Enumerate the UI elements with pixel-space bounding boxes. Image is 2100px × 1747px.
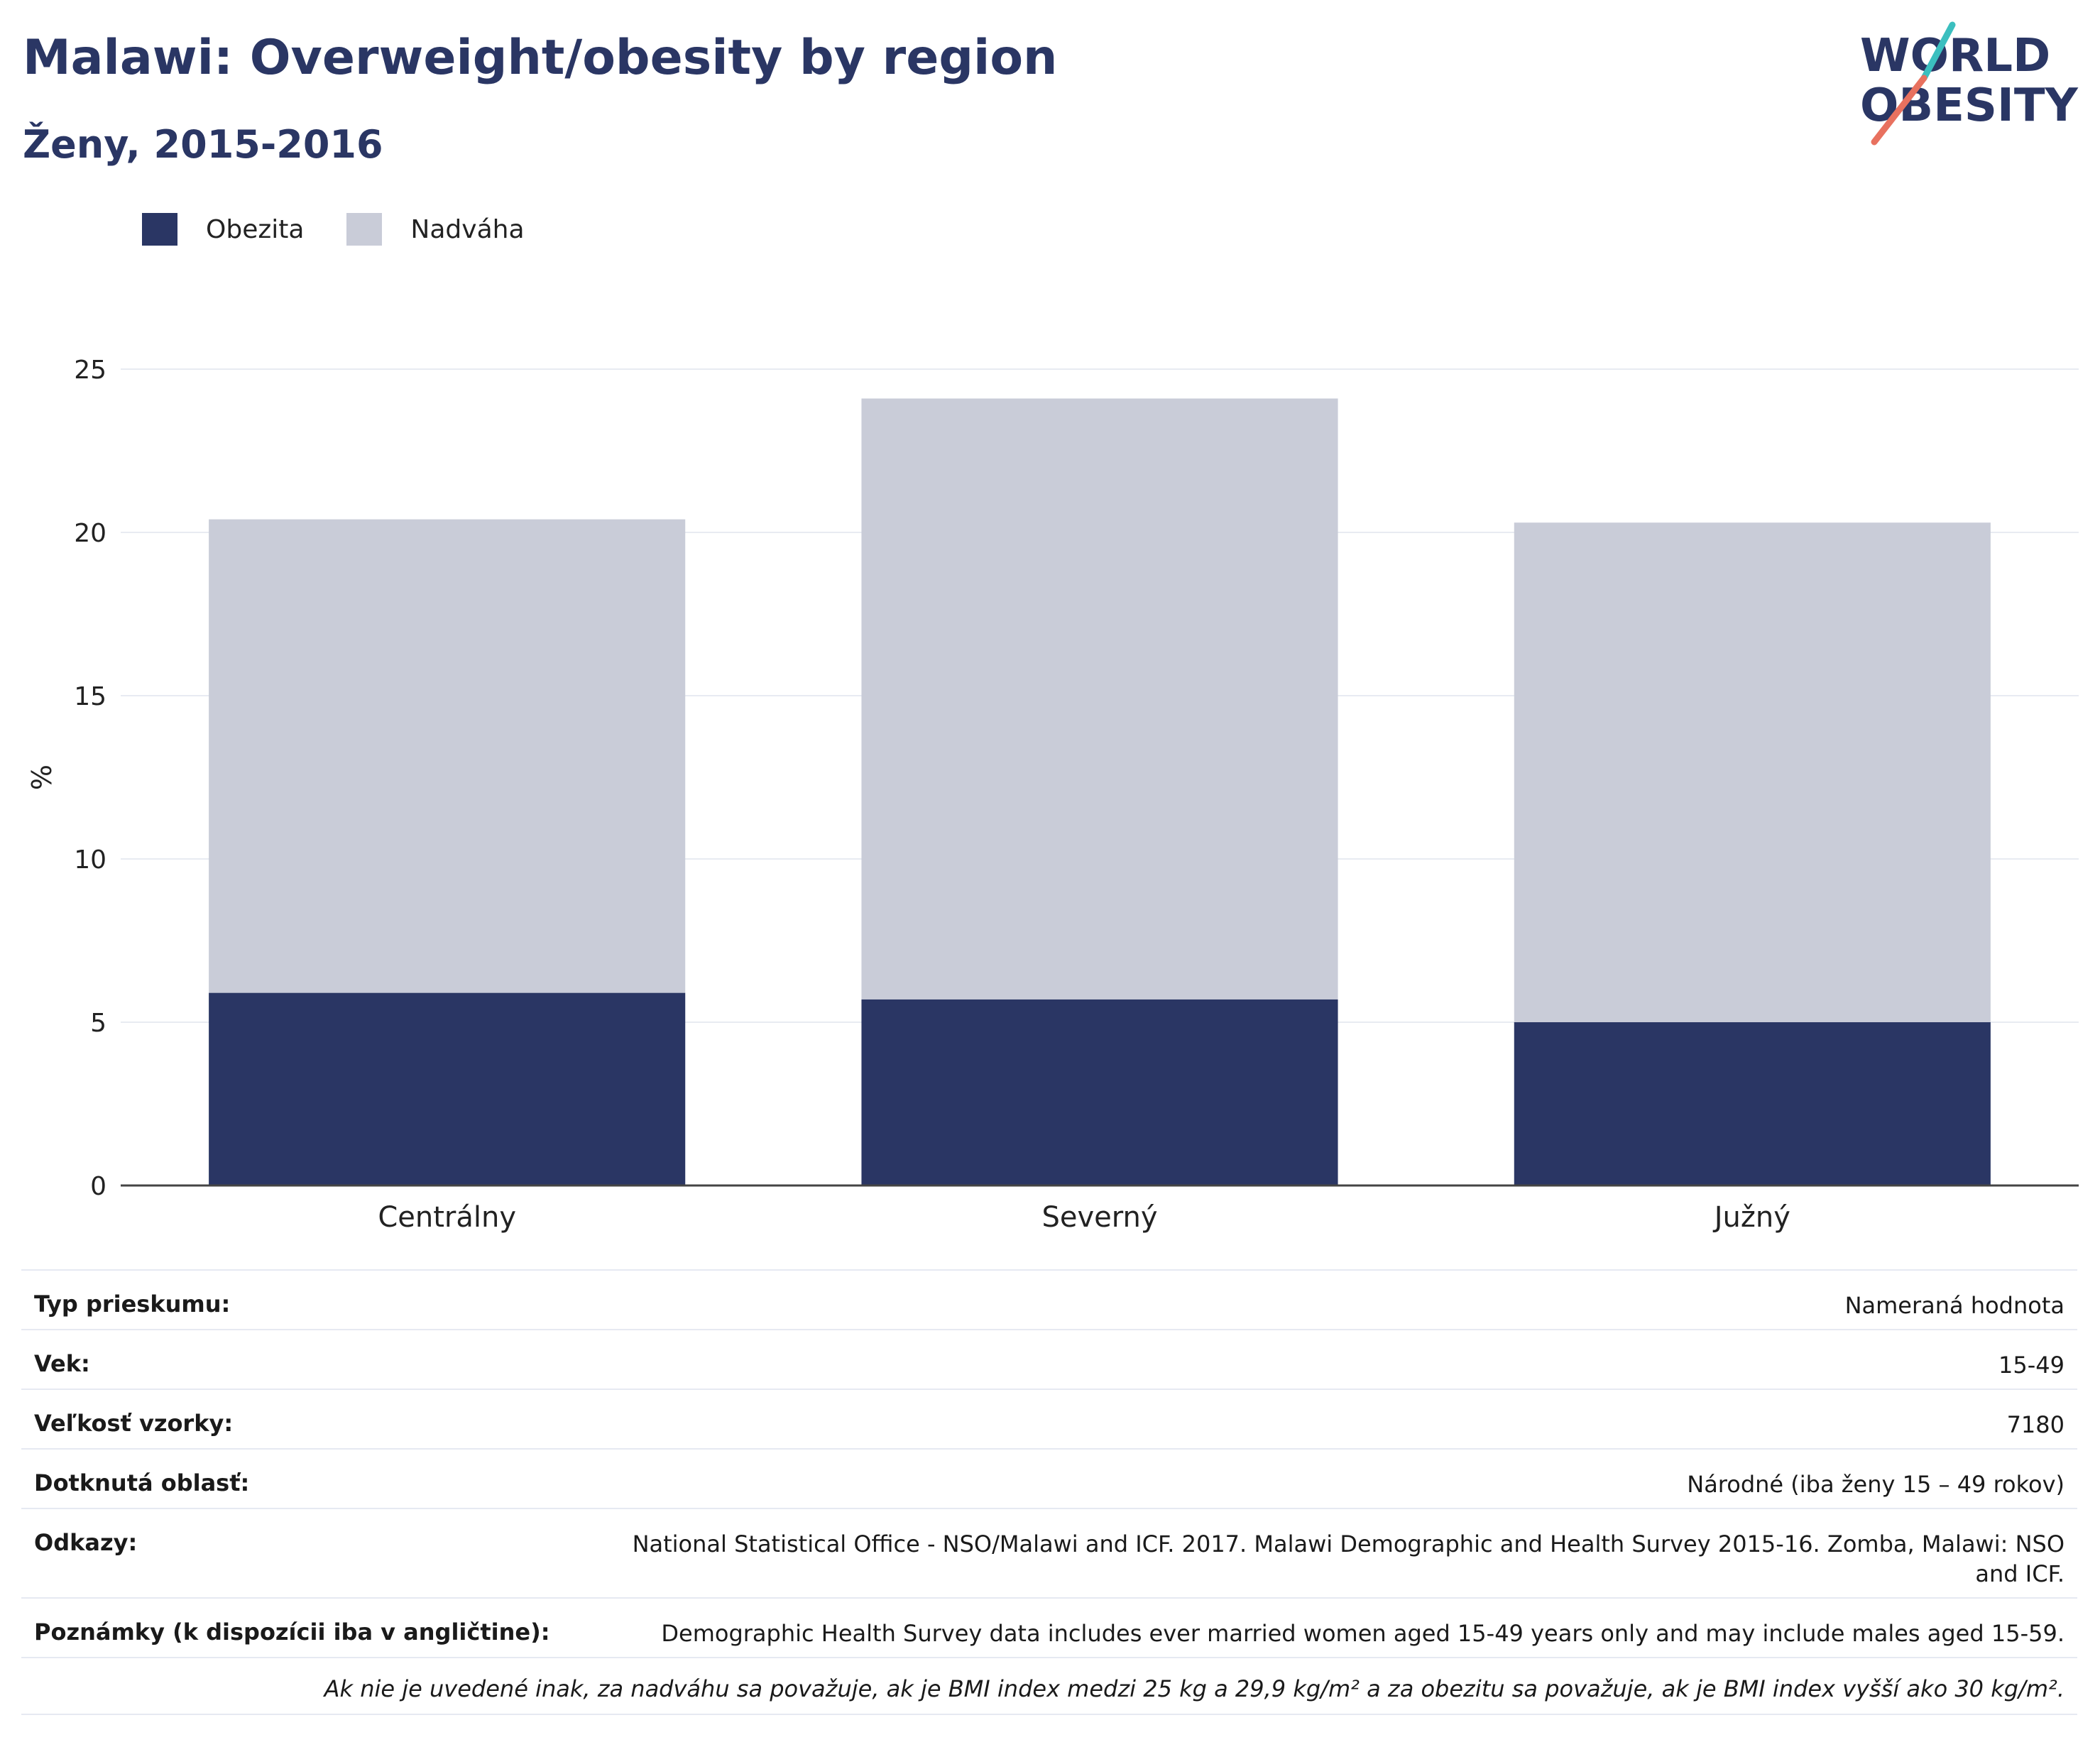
table-row-age: Vek: 15-49 [21, 1329, 2077, 1389]
table-row-sample-size: Veľkosť vzorky: 7180 [21, 1389, 2077, 1448]
row-value: Národné (iba ženy 15 – 49 rokov) [1687, 1471, 2065, 1498]
row-value: National Statistical Office - NSO/Malawi… [632, 1530, 2065, 1587]
logo-slash-coral [1871, 75, 1927, 146]
logo-text-obesity: OBESITY [1860, 80, 2078, 132]
legend-swatch-overweight [346, 213, 383, 246]
legend-item-obesity[interactable]: Obezita [142, 213, 304, 246]
legend-label-obesity: Obezita [206, 214, 305, 244]
x-tick-label: Severný [1041, 1201, 1157, 1234]
table-row-area: Dotknutá oblasť: Národné (iba ženy 15 – … [21, 1448, 2077, 1508]
table-row-references: Odkazy: National Statistical Office - NS… [21, 1508, 2077, 1597]
y-tick-label: 15 [74, 682, 106, 711]
y-tick-label: 25 [74, 356, 106, 385]
legend-label-overweight: Nadváha [410, 214, 525, 244]
x-tick-label: Centrálny [378, 1201, 516, 1234]
bar-obesity [209, 992, 686, 1185]
row-label: Vek: [34, 1350, 90, 1377]
stacked-bar-chart: 0 5 10 15 20 25% Centrálny Severný Južný [26, 356, 2079, 1234]
y-tick-label: 10 [74, 845, 106, 875]
world-obesity-logo: WORLD OBESITY [1860, 21, 2078, 146]
row-label: Odkazy: [34, 1529, 138, 1556]
y-tick-label: 0 [90, 1172, 106, 1201]
row-value: Nameraná hodnota [1844, 1292, 2065, 1319]
metadata-table: Typ prieskumu: Nameraná hodnota Vek: 15-… [21, 1269, 2077, 1715]
row-value: 15-49 [1998, 1352, 2065, 1379]
bmi-definition-note: Ak nie je uvedené inak, za nadváhu sa po… [21, 1657, 2077, 1715]
row-label: Poznámky (k dispozícii iba v angličtine)… [34, 1619, 550, 1645]
legend-swatch-obesity [142, 213, 177, 246]
bar-overweight [861, 398, 1338, 1000]
x-tick-label: Južný [1712, 1201, 1790, 1234]
table-row-survey-type: Typ prieskumu: Nameraná hodnota [21, 1269, 2077, 1329]
row-label: Dotknutá oblasť: [34, 1469, 250, 1496]
chart-subtitle: Ženy, 2015-2016 [23, 122, 383, 167]
row-value: Demographic Health Survey data includes … [661, 1620, 2065, 1647]
logo-slash-teal [1920, 21, 1956, 82]
chart-legend: Obezita Nadváha [142, 212, 567, 247]
chart-title: Malawi: Overweight/obesity by region [23, 30, 1058, 86]
logo-text-world: WORLD [1860, 30, 2050, 82]
bar-obesity [861, 999, 1338, 1185]
row-label: Veľkosť vzorky: [34, 1410, 234, 1437]
bar-overweight [1514, 522, 1991, 1022]
y-tick-label: 5 [90, 1009, 106, 1038]
legend-item-overweight[interactable]: Nadváha [346, 213, 525, 246]
y-axis-label: % [26, 765, 58, 790]
table-row-notes: Poznámky (k dispozícii iba v angličtine)… [21, 1597, 2077, 1657]
bar-overweight [209, 519, 686, 993]
row-value: 7180 [2006, 1411, 2065, 1438]
y-tick-label: 20 [74, 519, 106, 548]
row-label: Typ prieskumu: [34, 1291, 231, 1318]
bar-obesity [1514, 1022, 1991, 1185]
